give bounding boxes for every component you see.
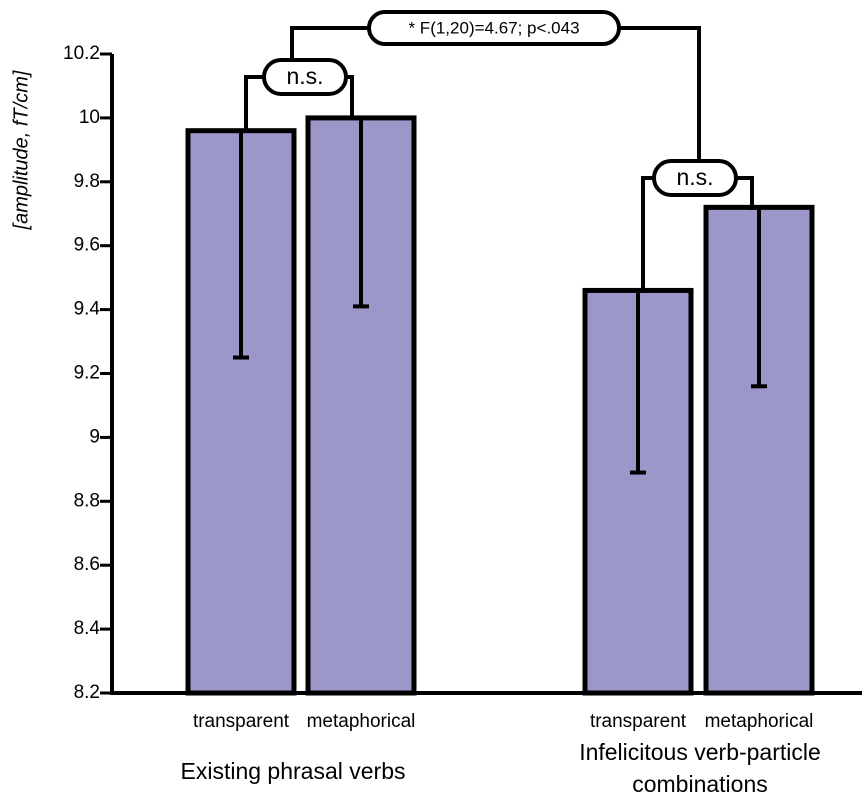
y-tick-label: 10 [79,107,100,128]
y-tick-label: 9.8 [74,171,100,192]
significance-label: n.s. [286,63,323,89]
significance-pill [652,159,738,197]
significance-brackets: n.s. n.s. * F(1,20)=4.67; p<.043 [244,10,754,293]
category-label: metaphorical [307,711,416,732]
bar-metaphorical [305,115,417,696]
labels: 8.2 8.4 8.6 8.8 9 9.2 9.4 9.6 9.8 10 10.2 transpare… [63,43,821,797]
significance-pill [262,58,348,96]
category-label: transparent [590,711,687,732]
error-bars [233,117,767,475]
y-tick-label: 9 [89,426,100,447]
y-tick-label: 9.2 [74,363,100,384]
group-label: Infelicitous verb-particle combinations [579,739,821,797]
bars [185,115,815,696]
category-label: metaphorical [705,711,814,732]
y-tick-label: 8.8 [74,490,100,511]
y-tick-label: 9.6 [74,235,100,256]
bar-transparent [185,128,297,696]
y-axis-title: [amplitude, fT/cm] [10,70,32,230]
significance-pill [367,10,621,46]
y-tick-label: 8.6 [74,554,100,575]
y-tick-label: 10.2 [63,43,100,64]
y-tick-label: 8.2 [74,682,100,703]
significance-label: n.s. [676,164,713,190]
category-label: transparent [193,711,290,732]
significance-label: * F(1,20)=4.67; p<.043 [408,18,579,37]
group-label: Existing phrasal verbs [181,758,406,784]
y-tick-label: 8.4 [74,618,101,639]
y-tick-label: 9.4 [74,299,101,320]
